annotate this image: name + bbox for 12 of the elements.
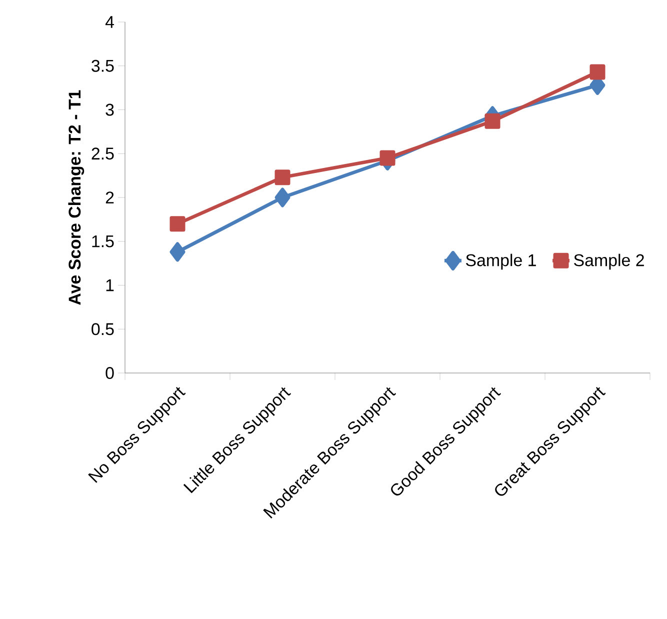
y-tick-label: 2: [106, 192, 114, 204]
legend-label: Sample 1: [466, 254, 536, 270]
y-tick-label: 3: [106, 104, 114, 116]
y-tick-label: 0: [106, 367, 114, 379]
y-tick-label: 1.5: [92, 235, 114, 248]
y-tick-label: 4: [105, 16, 114, 28]
y-tick-label: 1: [106, 279, 114, 292]
y-tick-label: 3.5: [92, 60, 114, 72]
legend-label: Sample 2: [574, 254, 644, 270]
y-tick-label: 0.5: [92, 323, 114, 336]
y-tick-label: 2.5: [92, 148, 114, 160]
y-axis-title: Ave Score Change: T2 - T1: [68, 90, 84, 305]
